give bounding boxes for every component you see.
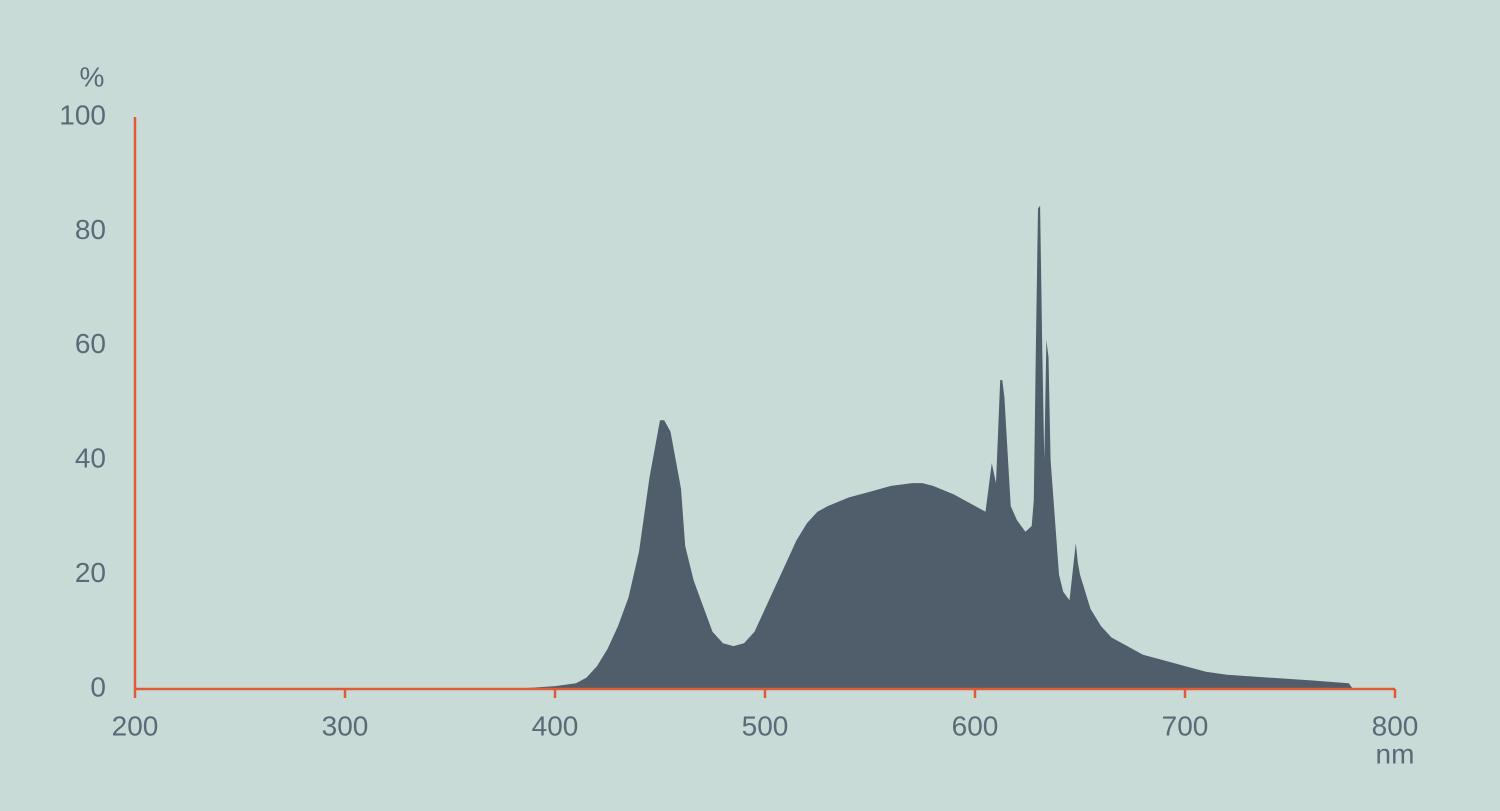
y-tick-label: 40 bbox=[75, 443, 106, 474]
y-tick-label: 0 bbox=[90, 671, 106, 702]
y-tick-label: 100 bbox=[59, 99, 106, 130]
x-tick-label: 700 bbox=[1162, 710, 1209, 741]
y-tick-label: 20 bbox=[75, 557, 106, 588]
spectrum-area bbox=[513, 205, 1353, 689]
x-tick-label: 300 bbox=[322, 710, 369, 741]
y-axis-label: % bbox=[80, 61, 105, 92]
x-tick-label: 400 bbox=[532, 710, 579, 741]
x-tick-label: 800 bbox=[1372, 710, 1419, 741]
y-tick-label: 60 bbox=[75, 328, 106, 359]
x-axis-label: nm bbox=[1376, 738, 1415, 769]
y-tick-label: 80 bbox=[75, 214, 106, 245]
x-tick-label: 200 bbox=[112, 710, 159, 741]
x-tick-label: 600 bbox=[952, 710, 999, 741]
x-tick-label: 500 bbox=[742, 710, 789, 741]
